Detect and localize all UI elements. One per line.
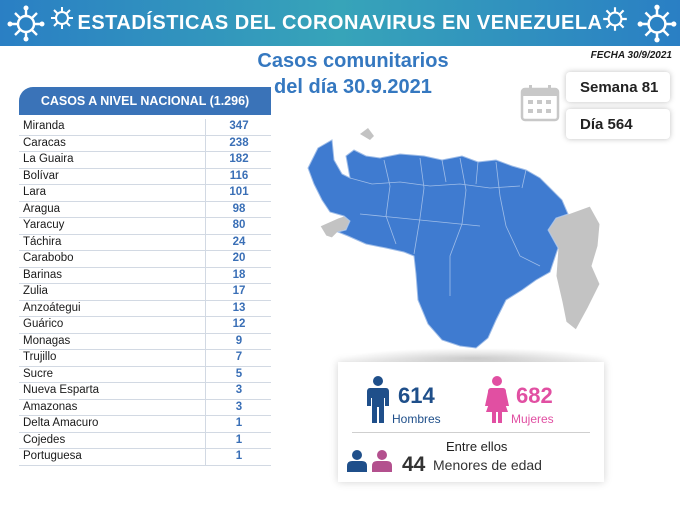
state-name: Barinas bbox=[23, 268, 62, 281]
subtitle-line-1: Casos comunitarios bbox=[257, 50, 449, 72]
case-count: 20 bbox=[232, 252, 246, 264]
state-name: Bolívar bbox=[23, 169, 59, 182]
case-count: 24 bbox=[232, 235, 246, 248]
case-count: 347 bbox=[229, 120, 249, 132]
state-name: Nueva Esparta bbox=[23, 384, 100, 396]
case-count: 3 bbox=[235, 384, 243, 396]
case-count: 1 bbox=[235, 450, 243, 462]
table-row: Cojedes 1 bbox=[19, 433, 271, 449]
state-name: Delta Amacuro bbox=[23, 417, 99, 429]
divider bbox=[352, 432, 590, 433]
case-count: 98 bbox=[232, 202, 246, 215]
cases-table: CASOS A NIVEL NACIONAL (1.296) Miranda 34… bbox=[19, 87, 271, 467]
case-count: 3 bbox=[235, 400, 243, 413]
case-count: 80 bbox=[232, 219, 246, 231]
virus-icon bbox=[637, 4, 677, 43]
case-count: 182 bbox=[229, 153, 249, 165]
state-name: Carabobo bbox=[23, 252, 74, 264]
table-row: Sucre 5 bbox=[19, 367, 271, 383]
table-row: Carabobo 20 bbox=[19, 251, 271, 268]
subtitle-line-2: del día 30.9.2021 bbox=[274, 76, 432, 98]
table-row: La Guaira 182 bbox=[19, 152, 271, 169]
case-count: 18 bbox=[232, 268, 246, 281]
table-row: Bolívar 116 bbox=[19, 169, 271, 185]
minors-label: Menores de edad bbox=[433, 457, 542, 473]
state-name: La Guaira bbox=[23, 153, 74, 165]
men-label: Hombres bbox=[392, 412, 441, 426]
table-row: Yaracuy 80 bbox=[19, 218, 271, 235]
state-name: Zulia bbox=[23, 285, 48, 297]
table-row: Delta Amacuro 1 bbox=[19, 416, 271, 433]
week-badge: Semana 81 bbox=[566, 72, 670, 102]
table-row: Caracas 238 bbox=[19, 136, 271, 152]
state-name: Anzoátegui bbox=[23, 301, 81, 314]
table-row: Portuguesa 1 bbox=[19, 449, 271, 466]
case-count: 17 bbox=[232, 285, 246, 297]
minors-intro: Entre ellos bbox=[446, 439, 508, 454]
virus-icon bbox=[603, 7, 627, 31]
men-count: 614 bbox=[398, 383, 435, 408]
header-banner: ESTADÍSTICAS DEL CORONAVIRUS EN VENEZUEL… bbox=[0, 0, 680, 46]
table-header: CASOS A NIVEL NACIONAL (1.296) bbox=[19, 87, 271, 115]
column-divider bbox=[205, 119, 206, 465]
state-name: Cojedes bbox=[23, 433, 66, 446]
table-row: Miranda 347 bbox=[19, 119, 271, 136]
case-count: 5 bbox=[235, 367, 243, 380]
case-count: 238 bbox=[229, 136, 249, 149]
state-name: Lara bbox=[23, 186, 47, 198]
map-territory-blue bbox=[307, 139, 569, 349]
case-count: 7 bbox=[235, 351, 243, 363]
table-row: Aragua 98 bbox=[19, 202, 271, 218]
table-row: Barinas 18 bbox=[19, 268, 271, 284]
case-count: 116 bbox=[229, 169, 249, 182]
page-title: ESTADÍSTICAS DEL CORONAVIRUS EN VENEZUEL… bbox=[77, 12, 603, 34]
state-name: Yaracuy bbox=[23, 219, 65, 231]
state-name: Portuguesa bbox=[23, 450, 82, 462]
venezuela-map bbox=[307, 128, 601, 349]
state-name: Monagas bbox=[23, 334, 71, 347]
case-count: 9 bbox=[235, 334, 243, 347]
children-icon bbox=[347, 450, 392, 472]
women-label: Mujeres bbox=[511, 412, 554, 426]
table-row: Zulia 17 bbox=[19, 284, 271, 301]
case-count: 13 bbox=[232, 301, 246, 314]
state-name: Táchira bbox=[23, 235, 62, 248]
map-territory-gray bbox=[360, 128, 374, 140]
state-name: Amazonas bbox=[23, 400, 78, 413]
table-row: Monagas 9 bbox=[19, 334, 271, 350]
minors-count: 44 bbox=[402, 453, 426, 476]
case-count: 101 bbox=[229, 186, 249, 198]
virus-icon bbox=[7, 5, 45, 42]
table-row: Amazonas 3 bbox=[19, 400, 271, 416]
day-badge: Día 564 bbox=[566, 109, 670, 139]
table-row: Guárico 12 bbox=[19, 317, 271, 334]
case-count: 1 bbox=[235, 417, 243, 429]
state-name: Aragua bbox=[23, 202, 61, 215]
case-count: 1 bbox=[235, 433, 243, 446]
state-name: Caracas bbox=[23, 136, 66, 149]
state-name: Sucre bbox=[23, 367, 54, 380]
case-count: 12 bbox=[232, 318, 246, 330]
table-row: Lara 101 bbox=[19, 185, 271, 202]
table-body: Miranda 347 Caracas 238 La Guaira 182 Bolívar 1… bbox=[19, 119, 271, 466]
woman-icon bbox=[485, 376, 509, 423]
virus-icon bbox=[51, 7, 73, 29]
calendar-icon bbox=[520, 85, 560, 122]
man-icon bbox=[367, 376, 389, 423]
state-name: Trujillo bbox=[23, 351, 57, 363]
table-row: Anzoátegui 13 bbox=[19, 301, 271, 317]
state-name: Miranda bbox=[23, 120, 65, 132]
report-date: FECHA 30/9/2021 bbox=[590, 50, 672, 61]
table-row: Trujillo 7 bbox=[19, 350, 271, 367]
women-count: 682 bbox=[516, 383, 553, 408]
table-row: Nueva Esparta 3 bbox=[19, 383, 271, 400]
table-row: Táchira 24 bbox=[19, 235, 271, 251]
state-name: Guárico bbox=[23, 318, 64, 330]
map-territory-gray bbox=[547, 205, 601, 331]
